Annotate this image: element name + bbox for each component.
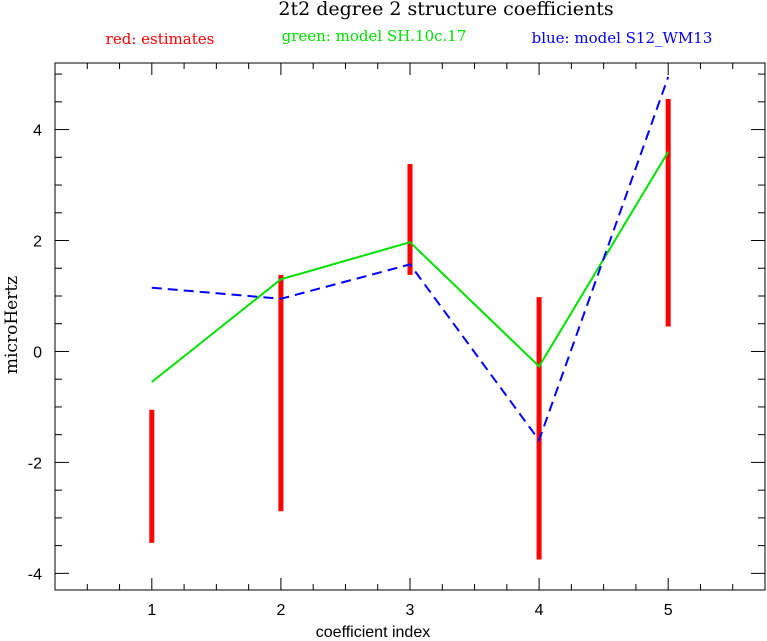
legend-blue-model: blue: model S12_WM13 — [532, 29, 713, 47]
y-axis-label: microHertz — [2, 276, 22, 374]
x-tick-label: 5 — [664, 602, 673, 619]
y-tick-label: 4 — [33, 123, 42, 140]
plot-frame — [54, 62, 766, 591]
series-line-blue-model — [151, 76, 670, 443]
y-tick-label: -4 — [28, 566, 42, 583]
x-tick-label: 4 — [535, 602, 544, 619]
x-tick-label: 3 — [406, 602, 415, 619]
y-tick-label: 0 — [33, 344, 42, 361]
y-tick-label: -2 — [28, 455, 42, 472]
legend-green-model: green: model SH.10c.17 — [282, 27, 467, 45]
legend-estimates: red: estimates — [106, 30, 215, 48]
x-tick-label: 2 — [276, 602, 285, 619]
plot-area: 1 2 3 4 5 -4 -2 0 2 4 — [28, 62, 766, 619]
series-line-green-model — [151, 151, 670, 383]
chart-title: 2t2 degree 2 structure coefficients — [278, 0, 613, 20]
x-tick-label: 1 — [147, 602, 156, 619]
x-axis-label: coefficient index — [316, 624, 430, 641]
y-tick-label: 2 — [33, 234, 42, 251]
